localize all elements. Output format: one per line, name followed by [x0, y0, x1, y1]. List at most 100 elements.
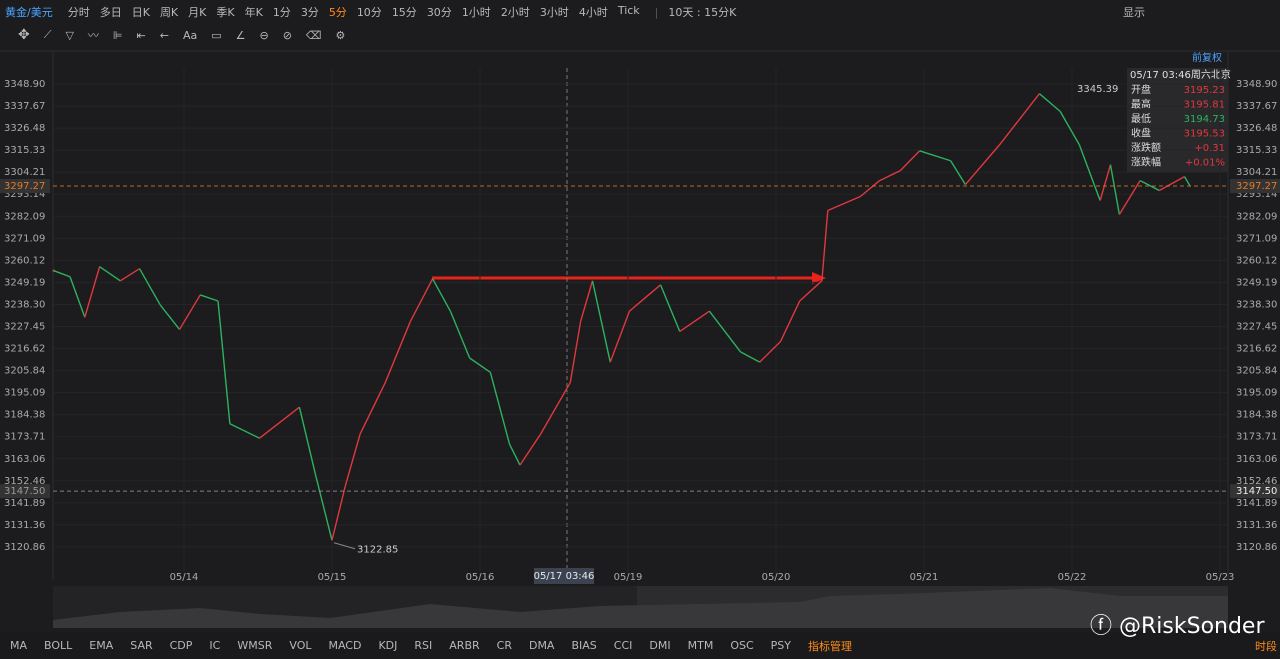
- period[interactable]: 日K: [131, 6, 150, 19]
- tool-icon[interactable]: ⚙: [335, 28, 346, 42]
- price-segment: [950, 160, 967, 185]
- period[interactable]: 季K: [216, 6, 235, 19]
- indicator[interactable]: CDP: [169, 639, 193, 652]
- y-tick-label: 3282.09: [4, 211, 45, 222]
- price-segment: [69, 276, 86, 318]
- tool-icon[interactable]: ▽: [65, 28, 74, 42]
- x-tick-label: 05/16: [466, 572, 495, 583]
- indicator[interactable]: ARBR: [449, 639, 480, 652]
- price-segment: [899, 150, 921, 172]
- y-tick-label: 3315.33: [4, 145, 45, 156]
- indicator[interactable]: CR: [496, 639, 512, 652]
- indicator[interactable]: DMI: [649, 639, 671, 652]
- price-segment: [99, 266, 121, 282]
- indicator[interactable]: WMSR: [237, 639, 273, 652]
- period[interactable]: 4小时: [578, 6, 608, 19]
- price-segment: [384, 321, 412, 383]
- price-segment: [1139, 179, 1160, 192]
- period[interactable]: 月K: [188, 6, 207, 19]
- price-segment: [449, 310, 471, 359]
- indicator[interactable]: RSI: [414, 639, 433, 652]
- session[interactable]: 时段: [1255, 639, 1277, 653]
- tool-icon[interactable]: ⊘: [282, 28, 292, 42]
- y-tick-label: 3152.46: [1236, 476, 1277, 487]
- indicator[interactable]: SAR: [130, 639, 153, 652]
- y-tick-label: 3195.09: [4, 388, 45, 399]
- display[interactable]: 显示: [1123, 6, 1145, 19]
- price-segment: [138, 268, 161, 306]
- symbol[interactable]: 黄金/美元: [5, 6, 53, 19]
- x-tick-label: 05/22: [1058, 572, 1087, 583]
- period[interactable]: 3分: [300, 6, 319, 19]
- y-tick-label: 3348.90: [1236, 79, 1277, 90]
- x-tick-label: 05/23: [1206, 572, 1235, 583]
- price-segment: [998, 93, 1040, 146]
- price-segment: [200, 294, 219, 302]
- y-tick-label: 3304.21: [4, 167, 45, 178]
- period[interactable]: 1小时: [461, 6, 491, 19]
- period[interactable]: 周K: [159, 6, 179, 19]
- tool-icon[interactable]: ⊫: [112, 28, 123, 42]
- tooltip-label: 开盘: [1131, 83, 1151, 96]
- indicator[interactable]: EMA: [89, 639, 114, 652]
- period[interactable]: 10分: [356, 6, 382, 19]
- indicator[interactable]: MACD: [328, 639, 362, 652]
- tool-icon[interactable]: ⟋: [43, 28, 52, 41]
- y-tick-label: 3227.45: [4, 321, 45, 332]
- period[interactable]: 3小时: [539, 6, 569, 19]
- y-tick-label: 3184.38: [1236, 410, 1277, 421]
- reference-label-box: [1230, 484, 1280, 499]
- indicator[interactable]: VOL: [289, 639, 312, 652]
- tool-icon[interactable]: ⇤: [136, 28, 146, 42]
- y-tick-label: 3205.84: [4, 366, 45, 377]
- y-tick-label: 3173.71: [4, 432, 45, 443]
- indicator-manager[interactable]: 指标管理: [807, 639, 852, 653]
- y-tick-label: 3271.09: [1236, 233, 1277, 244]
- period[interactable]: 5分: [328, 6, 347, 19]
- indicator[interactable]: CCI: [613, 639, 633, 652]
- price-segment: [409, 278, 434, 322]
- price-segment: [489, 372, 511, 445]
- price-segment: [799, 280, 823, 302]
- move-icon[interactable]: ✥: [18, 27, 30, 43]
- y-tick-label: 3282.09: [1236, 211, 1277, 222]
- low-label: 3122.85: [357, 545, 398, 556]
- period[interactable]: 2小时: [500, 6, 530, 19]
- indicator[interactable]: MA: [10, 639, 28, 652]
- y-tick-label: 3120.86: [1236, 542, 1277, 553]
- indicator[interactable]: PSY: [770, 639, 791, 652]
- tool-icon[interactable]: ⊖: [259, 28, 269, 42]
- tool-icon[interactable]: ←: [159, 28, 169, 42]
- period[interactable]: 15分: [391, 6, 417, 19]
- indicator[interactable]: BOLL: [44, 639, 73, 652]
- period[interactable]: 多日: [99, 6, 122, 19]
- watermark: ⓕ @RiskSonder: [1090, 614, 1265, 639]
- indicator[interactable]: DMA: [528, 639, 555, 652]
- period[interactable]: 年K: [244, 6, 263, 19]
- price-segment: [879, 170, 901, 182]
- tool-icon[interactable]: ⌫: [305, 28, 322, 42]
- indicator[interactable]: KDJ: [378, 639, 398, 652]
- price-segment: [919, 150, 951, 162]
- price-segment: [629, 284, 662, 312]
- period[interactable]: 30分: [426, 6, 452, 19]
- tool-icon[interactable]: 〰: [87, 29, 99, 42]
- period[interactable]: 1分: [272, 6, 291, 19]
- price-adjust[interactable]: 前复权: [1192, 51, 1222, 64]
- period[interactable]: 分时: [67, 6, 90, 19]
- tool-icon[interactable]: ▭: [211, 28, 222, 42]
- tool-icon[interactable]: ∠: [235, 28, 246, 42]
- text-tool[interactable]: Aa: [182, 28, 198, 42]
- range[interactable]: 10天 : 15分K: [668, 6, 737, 19]
- indicator[interactable]: BIAS: [571, 639, 597, 652]
- indicator[interactable]: IC: [209, 639, 221, 652]
- price-segment: [1183, 176, 1192, 187]
- price-segment: [964, 144, 1001, 186]
- y-tick-label: 3271.09: [4, 233, 45, 244]
- indicator[interactable]: OSC: [730, 639, 754, 652]
- watermark-text: @RiskSonder: [1119, 614, 1265, 639]
- drawing-tools: ✥ ⟋ ▽ 〰 ⊫ ⇤ ← Aa ▭ ∠ ⊖ ⊘ ⌫ ⚙: [0, 24, 618, 46]
- indicator[interactable]: MTM: [687, 639, 714, 652]
- price-segment: [315, 475, 333, 541]
- period[interactable]: Tick: [617, 4, 640, 17]
